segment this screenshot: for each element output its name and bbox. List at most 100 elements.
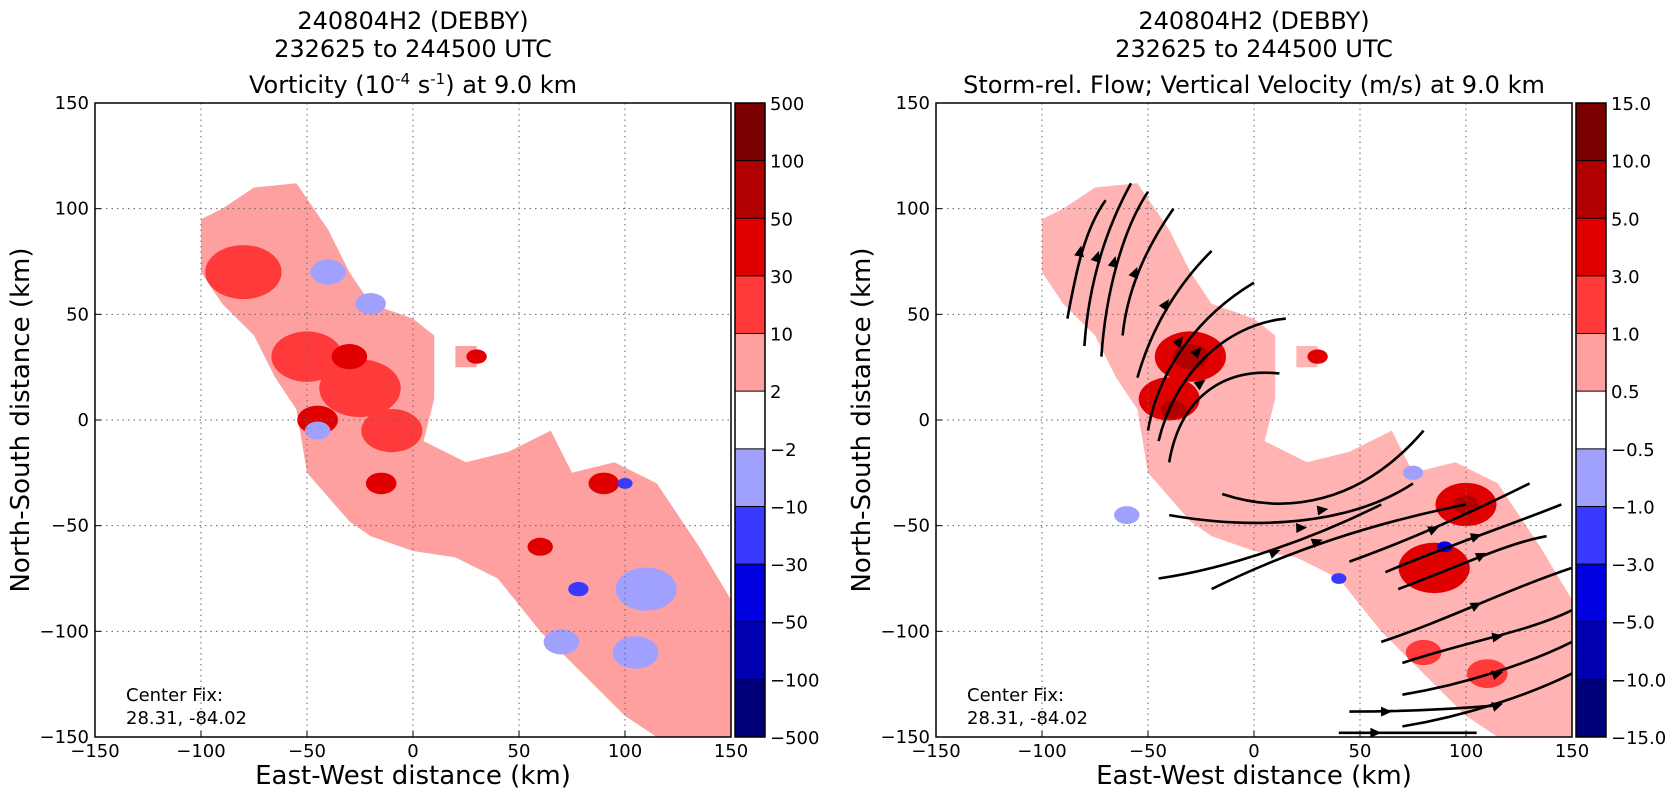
- streamline-arrow-20: [1370, 727, 1382, 737]
- streamline-arrow-15: [1469, 602, 1482, 612]
- y-tick-label: 100: [55, 199, 89, 220]
- streamline-11: [1211, 503, 1467, 591]
- field-cell-5: [1398, 542, 1470, 594]
- streamline-7: [1167, 371, 1280, 463]
- x-tick-label: −50: [288, 741, 326, 762]
- colorbar-label: −10.0: [1611, 670, 1666, 691]
- field-cell-10: [1114, 506, 1140, 525]
- streamline-arrow-6: [1190, 347, 1202, 359]
- field-cell-7: [466, 349, 487, 364]
- y-tick-label: −50: [892, 516, 930, 537]
- colorbar-label: −0.5: [1611, 440, 1655, 461]
- streamline-9: [1168, 482, 1414, 525]
- x-tick-label: −50: [1129, 741, 1167, 762]
- left-colorbar: 500 100 50 30 10 2 −2 −10 −30 −50 −100 −500: [734, 94, 819, 749]
- right-center-fix-value: 28.31, -84.02: [967, 708, 1088, 729]
- colorbar-segment-10: [735, 679, 765, 738]
- colorbar-label: 5.0: [1611, 209, 1640, 230]
- left-center-fix-value: 28.31, -84.02: [126, 708, 247, 729]
- colorbar-segment-6: [1576, 448, 1606, 507]
- left-ticks: −150 −100 −50 0 50 100 150 150 100 50 0 −50 −100 −150: [40, 93, 749, 762]
- colorbar-label: 0.5: [1611, 382, 1640, 403]
- colorbar-segment-5: [735, 391, 765, 450]
- vertical-velocity-field: [1042, 183, 1572, 737]
- field-cell-0: [205, 245, 282, 300]
- right-colorbar: 15.0 10.0 5.0 3.0 1.0 0.5 −0.5 −1.0 −3.0 −5.0 −10.…: [1575, 94, 1666, 749]
- colorbar-segment-7: [1576, 506, 1606, 565]
- x-tick-label: 50: [1349, 741, 1372, 762]
- y-tick-label: 150: [55, 93, 89, 114]
- x-tick-label: 0: [1248, 741, 1259, 762]
- colorbar-segment-9: [1576, 621, 1606, 680]
- right-grid: [936, 103, 1572, 737]
- y-tick-label: 50: [66, 304, 89, 325]
- left-y-axis-label: North-South distance (km): [6, 247, 36, 592]
- streamline-arrow-13: [1469, 533, 1482, 543]
- y-tick-label: 50: [907, 304, 930, 325]
- field-cell-14: [612, 636, 659, 669]
- colorbar-label: 3.0: [1611, 267, 1640, 288]
- streamline-10: [1158, 503, 1382, 580]
- colorbar-label: −3.0: [1611, 555, 1655, 576]
- colorbar-label: 100: [770, 152, 804, 173]
- streamline-arrow-19: [1381, 706, 1392, 717]
- colorbar-label: 10.0: [1611, 152, 1651, 173]
- field-cell-7: [1307, 349, 1328, 364]
- colorbar-segment-7: [735, 506, 765, 565]
- field-cell-13: [615, 567, 677, 611]
- right-ticks: −150 −100 −50 0 50 100 150 150 100 50 0 −50 −100 −150: [881, 93, 1590, 762]
- colorbar-segment-10: [1576, 679, 1606, 738]
- colorbar-label: −2: [770, 440, 797, 461]
- precip-region-0: [201, 183, 731, 737]
- streamline-arrow-5: [1172, 336, 1184, 349]
- colorbar-segment-8: [1576, 564, 1606, 623]
- y-tick-label: 100: [896, 199, 930, 220]
- colorbar-segment-6: [735, 448, 765, 507]
- colorbar-segment-1: [735, 160, 765, 219]
- field-cell-11: [1402, 465, 1424, 480]
- left-title-line2: 232625 to 244500 UTC: [274, 35, 552, 63]
- colorbar-segment-2: [1576, 218, 1606, 277]
- y-tick-label: −150: [881, 727, 930, 748]
- colorbar-segment-0: [1576, 103, 1606, 162]
- right-title-line1: 240804H2 (DEBBY): [1138, 7, 1369, 35]
- x-tick-label: 0: [407, 741, 418, 762]
- x-tick-label: 150: [714, 741, 748, 762]
- colorbar-segment-9: [735, 621, 765, 680]
- left-title-line1: 240804H2 (DEBBY): [297, 7, 528, 35]
- x-tick-label: 50: [508, 741, 531, 762]
- y-tick-label: −150: [40, 727, 89, 748]
- colorbar-label: −15.0: [1611, 728, 1666, 749]
- streamline-arrow-8: [1316, 505, 1329, 516]
- field-cell-15: [543, 629, 580, 655]
- field-cell-2: [319, 359, 401, 418]
- streamline-arrow-3: [1128, 266, 1138, 280]
- field-cell-6: [365, 472, 397, 495]
- colorbar-segment-2: [735, 218, 765, 277]
- x-tick-label: −150: [911, 741, 960, 762]
- colorbar-segment-4: [735, 333, 765, 392]
- streamline-arrow-11: [1310, 538, 1323, 549]
- streamline-1: [1083, 182, 1133, 347]
- streamline-19: [1349, 704, 1498, 713]
- streamline-arrow-17: [1491, 670, 1504, 681]
- streamline-arrow-12: [1427, 526, 1440, 536]
- x-tick-label: 100: [608, 741, 642, 762]
- y-tick-label: 150: [896, 93, 930, 114]
- colorbar-label: 2: [770, 382, 781, 403]
- right-y-axis-label: North-South distance (km): [847, 247, 877, 592]
- colorbar-frame: [1575, 102, 1607, 738]
- x-tick-label: 100: [1449, 741, 1483, 762]
- colorbar-label: 500: [770, 94, 804, 115]
- colorbar-label: 1.0: [1611, 325, 1640, 346]
- colorbar-label: −100: [770, 670, 819, 691]
- x-tick-label: −100: [1017, 741, 1066, 762]
- streamline-5: [1146, 281, 1255, 431]
- streamline-arrow-14: [1474, 552, 1487, 563]
- colorbar-segment-4: [1576, 333, 1606, 392]
- colorbar-label: −10: [770, 497, 808, 518]
- field-cell-9: [527, 537, 553, 556]
- field-cell-3: [361, 409, 423, 453]
- colorbar-segment-8: [735, 564, 765, 623]
- streamline-8: [1221, 429, 1425, 505]
